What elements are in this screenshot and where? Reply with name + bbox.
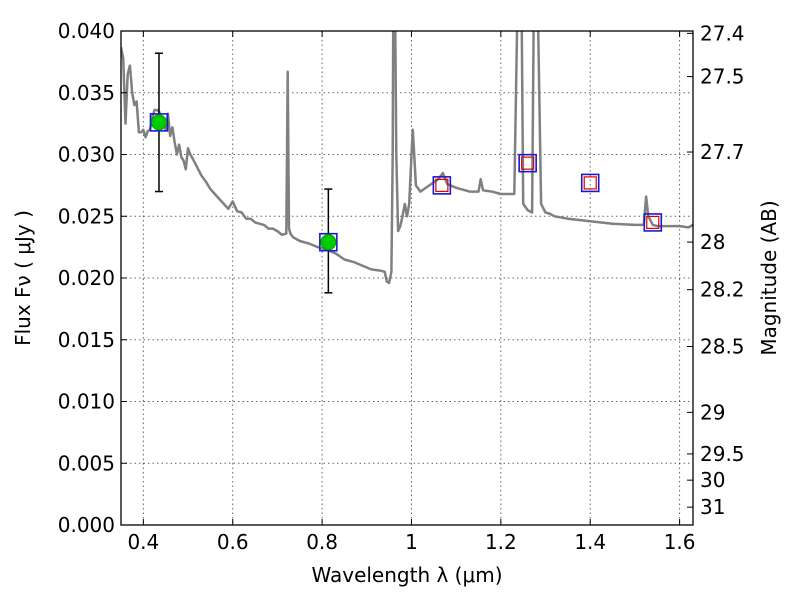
predicted-flux-marker <box>435 178 449 192</box>
right-tick-label: 28.5 <box>700 334 745 358</box>
y-tick-label: 0.040 <box>58 19 115 43</box>
right-tick-label: 27.5 <box>700 65 745 89</box>
x-tick-label: 1.6 <box>664 530 696 554</box>
right-tick-label: 29 <box>700 400 725 424</box>
model-spectrum-line <box>121 31 693 285</box>
y-tick-label: 0.035 <box>58 81 115 105</box>
ticks: 0.4 0.6 0.8 1 1.2 1.4 1.6 0.000 0.005 0.010 0.015 0… <box>58 19 745 554</box>
x-tick-label: 1.4 <box>574 530 606 554</box>
band-flux-marker <box>643 213 663 232</box>
y-tick-label: 0.010 <box>58 390 115 414</box>
predicted-flux-marker <box>583 176 597 190</box>
band-flux-marker <box>149 113 169 132</box>
y-tick-label: 0.015 <box>58 328 115 352</box>
observed-point <box>320 234 337 251</box>
band-flux-marker <box>518 153 537 173</box>
x-tick-label: 1 <box>405 530 418 554</box>
band-flux-marker <box>432 176 452 195</box>
right-tick-label: 27.4 <box>700 21 745 45</box>
predicted-flux-marker <box>646 215 660 230</box>
y-tick-label: 0.025 <box>58 204 115 228</box>
band-flux-marker <box>580 173 600 193</box>
right-tick-label: 30 <box>700 468 725 492</box>
x-tick-label: 0.4 <box>127 530 159 554</box>
y-tick-label: 0.005 <box>58 451 115 475</box>
x-tick-label: 0.8 <box>306 530 338 554</box>
right-axis-title: Magnitude (AB) <box>757 200 781 355</box>
x-tick-label: 1.2 <box>485 530 517 554</box>
y-tick-label: 0.020 <box>58 266 115 290</box>
y-tick-label: 0.000 <box>58 513 115 537</box>
x-axis-title: Wavelength λ (μm) <box>311 563 502 587</box>
right-tick-label: 31 <box>700 495 725 519</box>
y-tick-label: 0.030 <box>58 143 115 167</box>
right-tick-label: 27.7 <box>700 140 745 164</box>
y-axis-title: Flux Fν ( μJy ) <box>11 210 35 346</box>
x-tick-label: 0.6 <box>217 530 249 554</box>
band-flux-marker <box>319 232 338 252</box>
observed-point <box>150 114 167 131</box>
plot-area <box>121 31 693 294</box>
predicted-flux-marker <box>521 156 535 170</box>
right-tick-label: 29.5 <box>700 442 745 466</box>
grid <box>121 30 693 526</box>
right-tick-label: 28 <box>700 230 725 254</box>
right-tick-label: 28.2 <box>700 278 745 302</box>
